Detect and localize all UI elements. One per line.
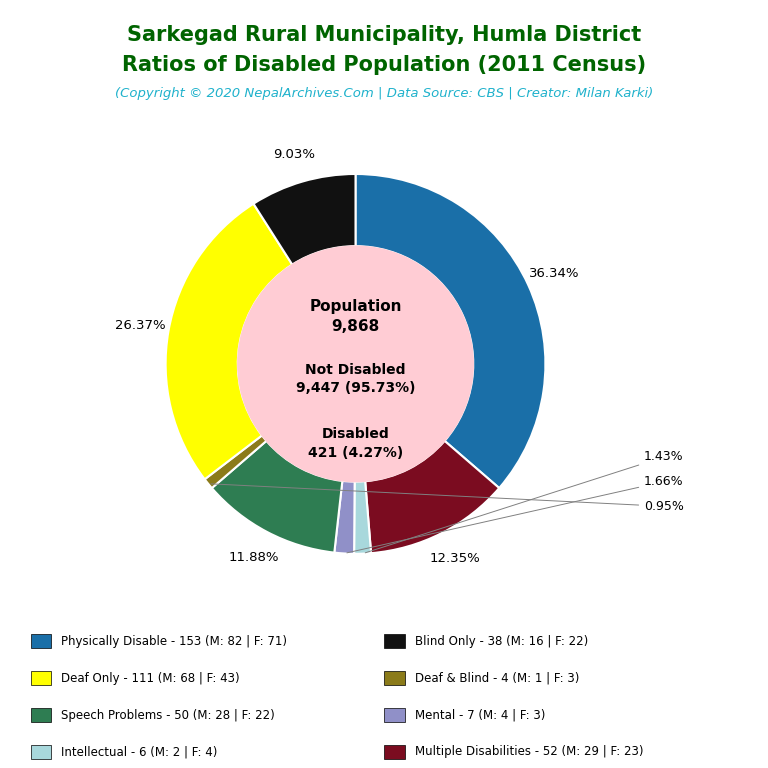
Text: 26.37%: 26.37% xyxy=(115,319,166,333)
Text: 36.34%: 36.34% xyxy=(529,266,579,280)
Text: Deaf Only - 111 (M: 68 | F: 43): Deaf Only - 111 (M: 68 | F: 43) xyxy=(61,672,240,684)
Wedge shape xyxy=(365,441,499,553)
Text: Population
9,868: Population 9,868 xyxy=(310,299,402,334)
Text: 1.66%: 1.66% xyxy=(347,475,684,553)
Wedge shape xyxy=(356,174,545,488)
Wedge shape xyxy=(334,481,355,554)
Text: (Copyright © 2020 NepalArchives.Com | Data Source: CBS | Creator: Milan Karki): (Copyright © 2020 NepalArchives.Com | Da… xyxy=(115,88,653,100)
Circle shape xyxy=(238,247,473,482)
Wedge shape xyxy=(354,482,371,554)
Text: Disabled
421 (4.27%): Disabled 421 (4.27%) xyxy=(308,428,403,460)
Text: Physically Disable - 153 (M: 82 | F: 71): Physically Disable - 153 (M: 82 | F: 71) xyxy=(61,635,287,647)
Text: Mental - 7 (M: 4 | F: 3): Mental - 7 (M: 4 | F: 3) xyxy=(415,709,545,721)
Text: 11.88%: 11.88% xyxy=(228,551,279,564)
Text: Sarkegad Rural Municipality, Humla District: Sarkegad Rural Municipality, Humla Distr… xyxy=(127,25,641,45)
Text: 1.43%: 1.43% xyxy=(366,451,684,553)
Wedge shape xyxy=(205,435,266,488)
Wedge shape xyxy=(212,441,343,553)
Text: Deaf & Blind - 4 (M: 1 | F: 3): Deaf & Blind - 4 (M: 1 | F: 3) xyxy=(415,672,579,684)
Wedge shape xyxy=(253,174,356,265)
Text: Intellectual - 6 (M: 2 | F: 4): Intellectual - 6 (M: 2 | F: 4) xyxy=(61,746,218,758)
Text: 9.03%: 9.03% xyxy=(273,147,316,161)
Text: 12.35%: 12.35% xyxy=(429,552,480,565)
Text: Speech Problems - 50 (M: 28 | F: 22): Speech Problems - 50 (M: 28 | F: 22) xyxy=(61,709,275,721)
Text: Blind Only - 38 (M: 16 | F: 22): Blind Only - 38 (M: 16 | F: 22) xyxy=(415,635,588,647)
Text: Multiple Disabilities - 52 (M: 29 | F: 23): Multiple Disabilities - 52 (M: 29 | F: 2… xyxy=(415,746,644,758)
Text: 0.95%: 0.95% xyxy=(211,484,684,513)
Text: Ratios of Disabled Population (2011 Census): Ratios of Disabled Population (2011 Cens… xyxy=(122,55,646,75)
Wedge shape xyxy=(166,204,293,479)
Text: Not Disabled
9,447 (95.73%): Not Disabled 9,447 (95.73%) xyxy=(296,363,415,396)
